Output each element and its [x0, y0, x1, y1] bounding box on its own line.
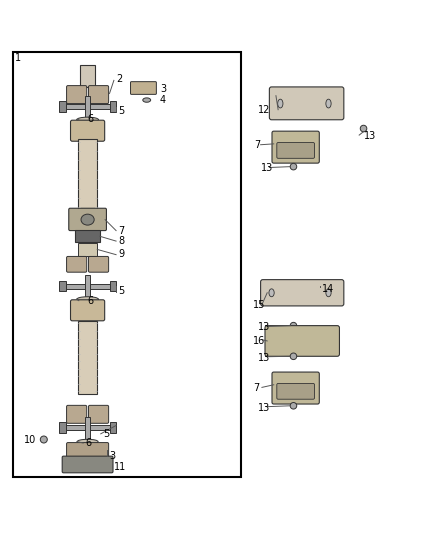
- Text: 7: 7: [254, 140, 260, 150]
- Ellipse shape: [81, 214, 94, 225]
- Text: 7: 7: [253, 383, 259, 393]
- FancyBboxPatch shape: [67, 86, 87, 103]
- Bar: [110, 423, 116, 433]
- Text: 11: 11: [114, 462, 126, 472]
- FancyBboxPatch shape: [277, 383, 314, 399]
- Ellipse shape: [316, 287, 323, 294]
- Bar: [13, 52, 241, 477]
- Ellipse shape: [360, 125, 367, 132]
- FancyBboxPatch shape: [88, 256, 109, 272]
- Bar: [66, 284, 110, 289]
- Ellipse shape: [77, 297, 99, 302]
- Ellipse shape: [290, 353, 297, 360]
- Ellipse shape: [269, 289, 274, 297]
- Ellipse shape: [77, 439, 98, 444]
- Text: 1: 1: [15, 53, 21, 63]
- Ellipse shape: [290, 163, 297, 170]
- Ellipse shape: [143, 98, 151, 102]
- Bar: [110, 101, 116, 112]
- FancyBboxPatch shape: [272, 131, 319, 163]
- FancyBboxPatch shape: [71, 120, 105, 141]
- Bar: [80, 65, 95, 87]
- Text: 7: 7: [118, 225, 124, 236]
- FancyBboxPatch shape: [88, 405, 109, 423]
- Bar: [110, 281, 116, 292]
- Text: 13: 13: [364, 131, 376, 141]
- Text: 13: 13: [258, 322, 271, 333]
- Text: 13: 13: [258, 402, 271, 413]
- Text: 6: 6: [88, 296, 94, 305]
- Bar: [78, 140, 97, 209]
- Ellipse shape: [290, 402, 297, 409]
- Text: 3: 3: [110, 451, 116, 461]
- Text: 5: 5: [118, 106, 124, 116]
- Text: 13: 13: [261, 164, 273, 173]
- Bar: [59, 281, 66, 292]
- Bar: [85, 96, 90, 118]
- Ellipse shape: [278, 99, 283, 108]
- Ellipse shape: [40, 436, 47, 443]
- Text: 6: 6: [88, 115, 94, 124]
- Bar: [78, 243, 97, 255]
- FancyBboxPatch shape: [272, 372, 319, 404]
- Text: 14: 14: [322, 284, 334, 294]
- Text: 4: 4: [160, 95, 166, 105]
- Bar: [78, 321, 97, 393]
- Ellipse shape: [326, 289, 331, 297]
- Text: 6: 6: [85, 438, 92, 448]
- FancyBboxPatch shape: [261, 280, 344, 306]
- Text: 12: 12: [258, 104, 271, 115]
- FancyBboxPatch shape: [269, 87, 344, 120]
- FancyBboxPatch shape: [62, 456, 113, 473]
- FancyBboxPatch shape: [88, 86, 109, 103]
- Bar: [59, 423, 66, 433]
- Ellipse shape: [326, 99, 331, 108]
- Text: 3: 3: [160, 84, 166, 94]
- Bar: [85, 275, 90, 297]
- FancyBboxPatch shape: [69, 208, 106, 231]
- Ellipse shape: [290, 322, 297, 329]
- Text: 15: 15: [253, 301, 265, 311]
- Text: 13: 13: [258, 353, 271, 362]
- FancyBboxPatch shape: [75, 230, 100, 243]
- FancyBboxPatch shape: [71, 300, 105, 321]
- Text: 5: 5: [103, 429, 109, 439]
- Text: 10: 10: [24, 434, 36, 445]
- FancyBboxPatch shape: [277, 142, 314, 158]
- Ellipse shape: [77, 117, 99, 123]
- FancyBboxPatch shape: [67, 405, 87, 423]
- Text: 5: 5: [118, 286, 124, 296]
- FancyBboxPatch shape: [265, 326, 339, 356]
- Bar: [66, 425, 110, 430]
- Bar: [66, 104, 110, 109]
- Text: 16: 16: [253, 335, 265, 345]
- FancyBboxPatch shape: [67, 442, 109, 458]
- FancyBboxPatch shape: [131, 82, 156, 94]
- FancyBboxPatch shape: [67, 256, 87, 272]
- Text: 2: 2: [116, 75, 122, 84]
- Bar: [85, 417, 90, 439]
- Bar: [59, 101, 66, 112]
- Text: 9: 9: [118, 249, 124, 259]
- Text: 8: 8: [118, 236, 124, 246]
